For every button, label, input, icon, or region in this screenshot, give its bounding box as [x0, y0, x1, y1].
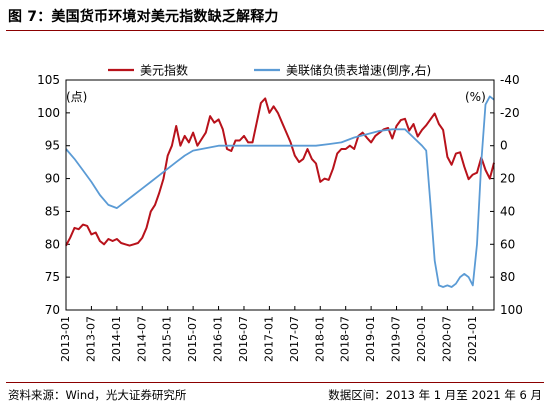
right-tick-label: 60: [500, 237, 515, 251]
x-tick-label: 2016-07: [237, 316, 250, 362]
x-tick-label: 2019-07: [390, 316, 403, 362]
series-line-1: [65, 97, 495, 247]
x-tick-label: 2019-01: [364, 316, 377, 362]
x-tick-label: 2018-07: [339, 316, 352, 362]
footer-rule: [6, 382, 544, 383]
series-line-2: [65, 95, 495, 288]
left-tick-label: 75: [45, 270, 60, 284]
x-tick-label: 2020-07: [440, 316, 453, 362]
left-tick-label: 100: [37, 106, 60, 120]
x-tick-label: 2018-01: [313, 316, 326, 362]
legend-label-2: 美联储负债表增速(倒序,右): [286, 63, 431, 78]
x-tick-label: 2015-01: [161, 316, 174, 362]
x-tick-label: 2014-07: [135, 316, 148, 362]
x-tick-label: 2017-07: [288, 316, 301, 362]
x-tick-label: 2020-01: [415, 316, 428, 362]
page-title: 图 7：美国货币环境对美元指数缺乏解释力: [8, 9, 279, 25]
right-axis-unit: (%): [465, 90, 486, 104]
right-tick-label: 0: [500, 139, 508, 153]
left-tick-label: 70: [45, 303, 60, 317]
right-tick-label: 20: [500, 172, 515, 186]
right-tick-label: -20: [500, 106, 520, 120]
x-tick-label: 2013-01: [59, 316, 72, 362]
plot-frame: [65, 79, 495, 311]
title-rule: [6, 30, 544, 31]
x-tick-label: 2021-01: [466, 316, 479, 362]
x-tick-label: 2015-07: [186, 316, 199, 362]
x-tick-label: 2016-01: [212, 316, 225, 362]
left-axis-unit: (点): [66, 90, 87, 104]
source-note: 资料来源：Wind，光大证券研究所: [8, 388, 187, 402]
right-tick-label: 40: [500, 204, 515, 218]
x-tick-label: 2014-01: [110, 316, 123, 362]
left-tick-label: 85: [45, 204, 60, 218]
left-tick-label: 105: [37, 73, 60, 87]
left-tick-label: 95: [45, 139, 60, 153]
right-tick-label: 100: [500, 303, 523, 317]
left-tick-label: 90: [45, 172, 60, 186]
left-tick-label: 80: [45, 237, 60, 251]
x-tick-label: 2013-07: [84, 316, 97, 362]
data-range-note: 数据区间：2013 年 1 月至 2021 年 6 月: [328, 388, 542, 402]
x-tick-label: 2017-01: [262, 316, 275, 362]
right-tick-label: 80: [500, 270, 515, 284]
right-tick-label: -40: [500, 73, 520, 87]
legend-label-1: 美元指数: [140, 63, 188, 78]
